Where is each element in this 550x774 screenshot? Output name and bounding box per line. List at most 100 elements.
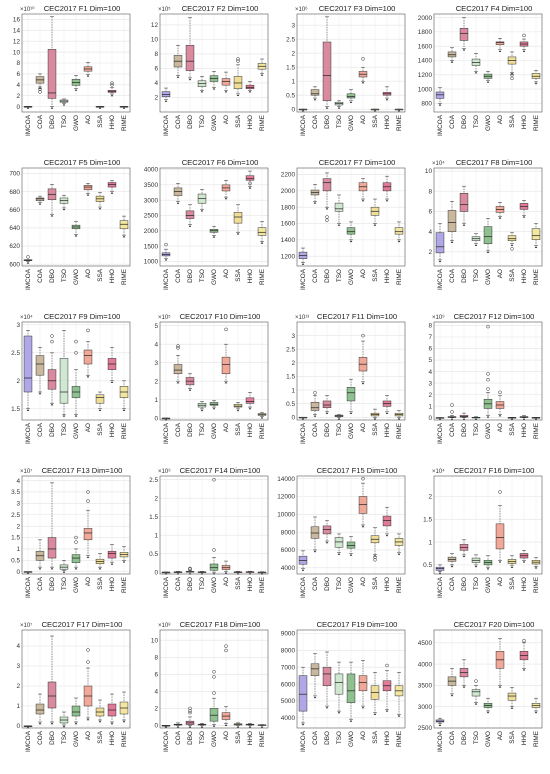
- box-ssa: [507, 232, 517, 251]
- x-category-label: DBO: [187, 731, 194, 745]
- box-hho: [245, 571, 255, 575]
- iqr-box: [47, 537, 57, 559]
- axes-frame: [159, 321, 269, 421]
- box-coa: [173, 344, 183, 384]
- iqr-box: [483, 226, 493, 245]
- subplot-title: CEC2017 F9 Dim=100: [44, 312, 121, 321]
- iqr-box: [310, 402, 320, 411]
- x-category-label: RIME: [396, 731, 403, 747]
- x-category-label: HHO: [247, 269, 254, 283]
- x-category-label: TSO: [61, 577, 68, 590]
- min-marker: [498, 414, 502, 417]
- subplot-title: CEC2017 F5 Dim=100: [44, 158, 121, 167]
- axes-frame: [296, 321, 406, 421]
- outlier-point: [361, 333, 365, 338]
- iqr-box: [233, 212, 243, 224]
- subplot-f11: 0 0.5 1 1.5 2 2.5 3 CEC2017 F11 Dim=100 ×10¹³ IMC…: [286, 312, 406, 444]
- x-category-label: DBO: [461, 115, 468, 129]
- y-tick-label: 6: [154, 672, 158, 679]
- min-marker: [62, 570, 66, 573]
- min-marker: [325, 207, 329, 210]
- box-ssa: [507, 555, 517, 568]
- box-ssa: [370, 408, 380, 420]
- y-tick-label: 8: [428, 188, 432, 195]
- box-ssa: [95, 192, 105, 210]
- min-marker: [510, 706, 514, 709]
- box-coa: [447, 553, 457, 568]
- y-tick-label: 2: [154, 706, 158, 713]
- box-tso: [197, 571, 207, 575]
- box-imcoa: [298, 416, 308, 420]
- subplot-title: CEC2017 F16 Dim=100: [454, 466, 535, 475]
- y-tick-label: 1: [154, 532, 158, 539]
- y-tick-label: 2: [16, 523, 20, 530]
- min-marker: [534, 417, 538, 420]
- outlier-point: [522, 638, 526, 643]
- min-marker: [522, 417, 526, 420]
- iqr-box: [322, 400, 332, 409]
- min-marker: [510, 417, 514, 420]
- x-category-label: GWO: [211, 731, 218, 747]
- axes-frame: [159, 629, 269, 729]
- subplot-f5: 600 620 640 660 680 700 CEC2017 F5 Dim=100 IMCO…: [9, 158, 131, 290]
- box-tso: [59, 194, 69, 211]
- min-marker: [438, 260, 442, 263]
- min-marker: [397, 552, 401, 555]
- x-category-label: TSO: [473, 577, 480, 590]
- min-marker: [313, 201, 317, 204]
- iqr-box: [23, 335, 33, 393]
- x-category-label: COA: [449, 576, 456, 591]
- box-ao: [358, 178, 368, 202]
- iqr-box: [447, 210, 457, 232]
- box-dbo: [459, 185, 469, 226]
- box-dbo: [185, 706, 195, 728]
- box-dbo: [459, 659, 469, 688]
- y-tick-label: 4: [154, 341, 158, 348]
- box-imcoa: [161, 417, 171, 421]
- box-gwo: [209, 400, 219, 410]
- outlier-point: [498, 390, 502, 395]
- min-marker: [337, 711, 341, 714]
- min-marker: [224, 90, 228, 93]
- x-category-label: GWO: [348, 115, 355, 131]
- outlier-point: [188, 709, 192, 713]
- iqr-box: [310, 663, 320, 676]
- x-category-label: AO: [497, 269, 504, 278]
- outlier-point: [38, 87, 42, 91]
- axes-frame: [21, 13, 131, 113]
- y-tick-label: 3: [16, 322, 20, 329]
- iqr-box: [35, 355, 45, 376]
- y-tick-label: 3.5: [11, 489, 20, 496]
- box-tso: [59, 330, 69, 417]
- box-imcoa: [435, 717, 445, 726]
- min-marker: [212, 235, 216, 238]
- min-marker: [522, 668, 526, 671]
- outlier-point: [224, 644, 228, 648]
- x-category-label: COA: [175, 730, 182, 745]
- outlier-point: [212, 548, 216, 552]
- x-category-label: IMCOA: [163, 268, 170, 290]
- axis-exponent: ×10⁷: [20, 468, 32, 475]
- min-marker: [176, 76, 180, 78]
- x-category-label: GWO: [211, 577, 218, 593]
- min-marker: [474, 71, 478, 74]
- min-marker: [74, 567, 78, 570]
- x-category-label: DBO: [187, 423, 194, 437]
- y-tick-label: 8: [16, 60, 20, 67]
- y-tick-label: 2: [16, 683, 20, 690]
- x-category-label: RIME: [259, 423, 266, 439]
- axis-exponent: ×10⁷: [20, 622, 32, 629]
- x-category-label: COA: [37, 730, 44, 745]
- box-hho: [519, 415, 529, 420]
- outlier-point: [224, 648, 228, 653]
- x-category-label: SSA: [97, 576, 104, 590]
- y-tick-label: 2: [291, 360, 295, 367]
- min-marker: [325, 106, 329, 109]
- subplot-title: CEC2017 F15 Dim=100: [317, 466, 398, 475]
- box-gwo: [346, 661, 356, 722]
- min-marker: [337, 106, 341, 109]
- iqr-box: [47, 369, 57, 390]
- min-marker: [86, 375, 90, 378]
- box-dbo: [322, 16, 332, 109]
